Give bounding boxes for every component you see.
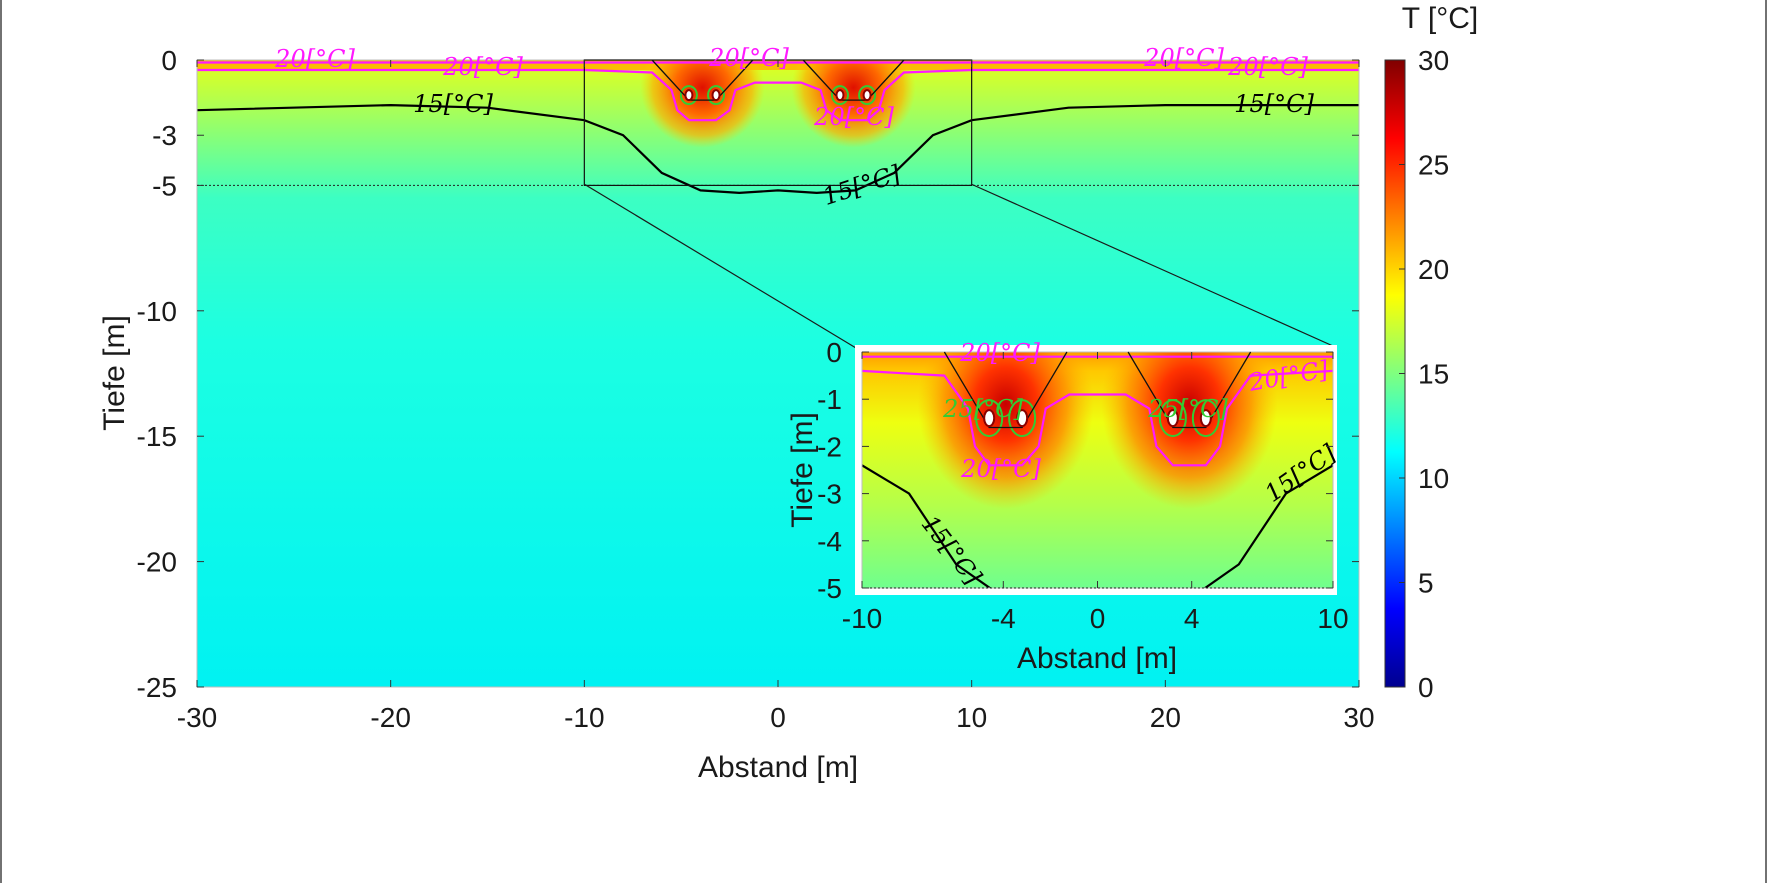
colorbar-tick-label: 20 xyxy=(1418,254,1449,285)
main-xtick-label: -20 xyxy=(370,702,410,733)
main-xtick-label: 20 xyxy=(1150,702,1181,733)
colorbar-tick-label: 0 xyxy=(1418,672,1434,703)
colorbar: 0 5 10 15 20 25 30 T [°C] xyxy=(1384,2,1478,703)
colorbar-tick-label: 30 xyxy=(1418,45,1449,76)
inset-cable xyxy=(983,409,996,428)
main-contour-cable xyxy=(858,85,877,106)
inset-contour-label: 20[°C] xyxy=(960,455,1041,483)
colorbar-title: T [°C] xyxy=(1402,2,1478,35)
main-xtick-label: 0 xyxy=(770,702,786,733)
inset-ytick-label: -2 xyxy=(817,431,842,462)
main-ytick-label: -10 xyxy=(137,296,177,327)
colorbar-tick-label: 10 xyxy=(1418,463,1449,494)
inset-contour-cable xyxy=(975,399,1004,438)
inset-ytick-label: 0 xyxy=(826,337,842,368)
main-contour-label: 20[°C] xyxy=(708,44,789,72)
inset-trench xyxy=(1127,351,1252,429)
main-cable xyxy=(684,89,694,102)
main-xtick-label: -30 xyxy=(177,702,217,733)
main-xtick-label: 30 xyxy=(1343,702,1374,733)
colorbar-tick-label: 25 xyxy=(1418,150,1449,181)
main-contour-label: 20[°C] xyxy=(1227,53,1308,81)
inset-cable xyxy=(1166,409,1179,428)
main-ytick-label: -5 xyxy=(152,170,177,201)
inset-xtick-label: -4 xyxy=(991,603,1016,634)
inset-xlabel: Abstand [m] xyxy=(1017,642,1177,675)
inset-heat-zone xyxy=(917,352,1094,509)
main-contour-cable xyxy=(830,85,849,106)
inset-contour-cable xyxy=(1008,399,1037,438)
colorbar-tick-label: 5 xyxy=(1418,568,1434,599)
main-contour-label: 20[°C] xyxy=(813,103,894,131)
inset-contour-cable xyxy=(1158,399,1187,438)
main-ylabel: Tiefe [m] xyxy=(98,315,131,431)
main-trench xyxy=(802,59,905,101)
inset-ylabel: Tiefe [m] xyxy=(786,412,819,528)
main-contour-label: 15[°C] xyxy=(413,90,493,118)
main-xtick-label: 10 xyxy=(956,702,987,733)
main-cable xyxy=(711,89,721,102)
colorbar-tick-label: 15 xyxy=(1418,359,1449,390)
main-ytick-label: -15 xyxy=(137,421,177,452)
main-ytick-label: -20 xyxy=(137,547,177,578)
main-ytick-label: -25 xyxy=(137,672,177,703)
inset-contour-label: 25[°C] xyxy=(942,395,1023,423)
main-contour-label: 20[°C] xyxy=(274,45,355,73)
main-contour-20 xyxy=(197,68,1359,122)
main-ytick-label: -3 xyxy=(152,120,177,151)
inset-xtick-label: -10 xyxy=(842,603,882,634)
inset-cable xyxy=(1016,409,1029,428)
main-contour-label: 20[°C] xyxy=(442,53,523,81)
main-contour-label: 15[°C] xyxy=(1234,90,1314,118)
inset-cable xyxy=(1199,409,1212,428)
main-contour-cable xyxy=(707,85,726,106)
inset-contour-cable xyxy=(1191,399,1220,438)
inset-contour-label: 20[°C] xyxy=(959,339,1040,367)
main-trench xyxy=(651,59,754,101)
inset-ytick-label: -5 xyxy=(817,573,842,604)
inset-ytick-label: -4 xyxy=(817,526,842,557)
inset-contour-label: 25[°C] xyxy=(1147,395,1228,423)
main-xlabel: Abstand [m] xyxy=(698,751,858,784)
inset-xtick-label: 4 xyxy=(1184,603,1200,634)
inset-heat-zone xyxy=(1101,352,1278,509)
main-contour-label: 20[°C] xyxy=(1143,44,1224,72)
main-xtick-label: -10 xyxy=(564,702,604,733)
inset-ytick-label: -3 xyxy=(817,479,842,510)
inset-plot: 20[°C]20[°C]20[°C]15[°C]15[°C]25[°C] 25[°… xyxy=(786,337,1349,675)
main-cable xyxy=(835,89,845,102)
main-ytick-label: 0 xyxy=(161,45,177,76)
inset-trench xyxy=(943,351,1068,429)
inset-xtick-label: 0 xyxy=(1090,603,1106,634)
main-cable xyxy=(862,89,872,102)
inset-ytick-label: -1 xyxy=(817,384,842,415)
zoom-connectors xyxy=(583,183,1334,349)
main-contour-15 xyxy=(197,103,1359,195)
inset-xtick-label: 10 xyxy=(1317,603,1348,634)
main-contour-cable xyxy=(679,85,698,106)
inset-contour-20 xyxy=(862,369,1333,467)
